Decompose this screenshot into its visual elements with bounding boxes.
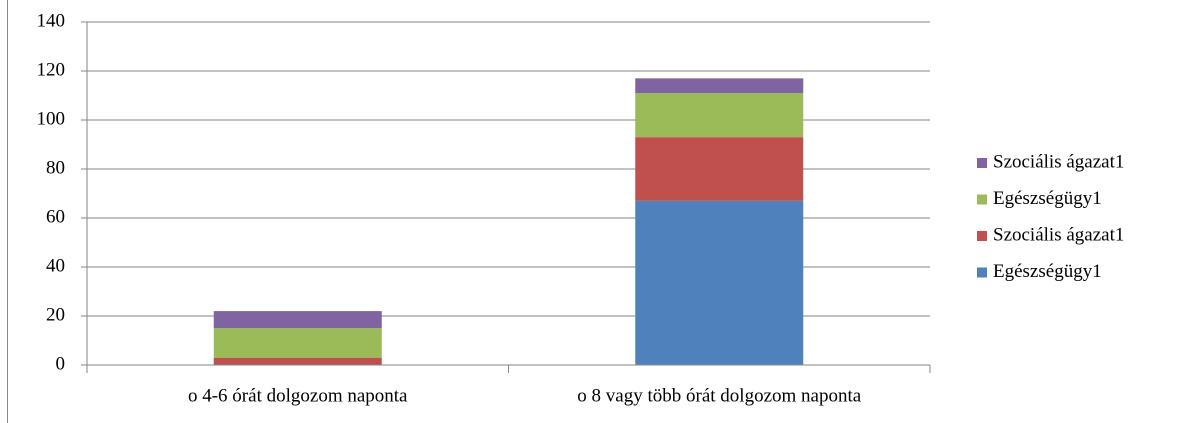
y-tick-label: 40 (46, 255, 65, 276)
y-tick-label: 120 (37, 59, 66, 80)
x-tick-label: o 4-6 órát dolgozom naponta (188, 385, 408, 406)
legend-label: Szociális ágazat1 (993, 151, 1124, 172)
bar-segment (213, 311, 382, 329)
bar-segment (635, 200, 804, 365)
bar-segment (635, 93, 804, 138)
bar-segment (213, 357, 382, 365)
legend-label: Egészségügy1 (993, 188, 1102, 209)
y-tick-label: 20 (46, 304, 65, 325)
legend-swatch (977, 194, 987, 205)
bar-segment (635, 137, 804, 201)
legend-label: Egészségügy1 (993, 261, 1102, 282)
bar-segment (213, 328, 382, 358)
x-tick-label: o 8 vagy több órát dolgozom naponta (577, 385, 861, 406)
y-tick-label: 0 (56, 353, 66, 374)
legend-swatch (977, 231, 987, 241)
y-tick-label: 80 (46, 157, 65, 178)
y-tick-label: 100 (37, 108, 66, 129)
legend-label: Szociális ágazat1 (993, 224, 1124, 245)
y-tick-label: 140 (37, 10, 66, 31)
legend-swatch (977, 267, 987, 278)
y-tick-label: 60 (46, 206, 65, 227)
legend-swatch (977, 158, 987, 168)
bar-segment (635, 78, 804, 94)
